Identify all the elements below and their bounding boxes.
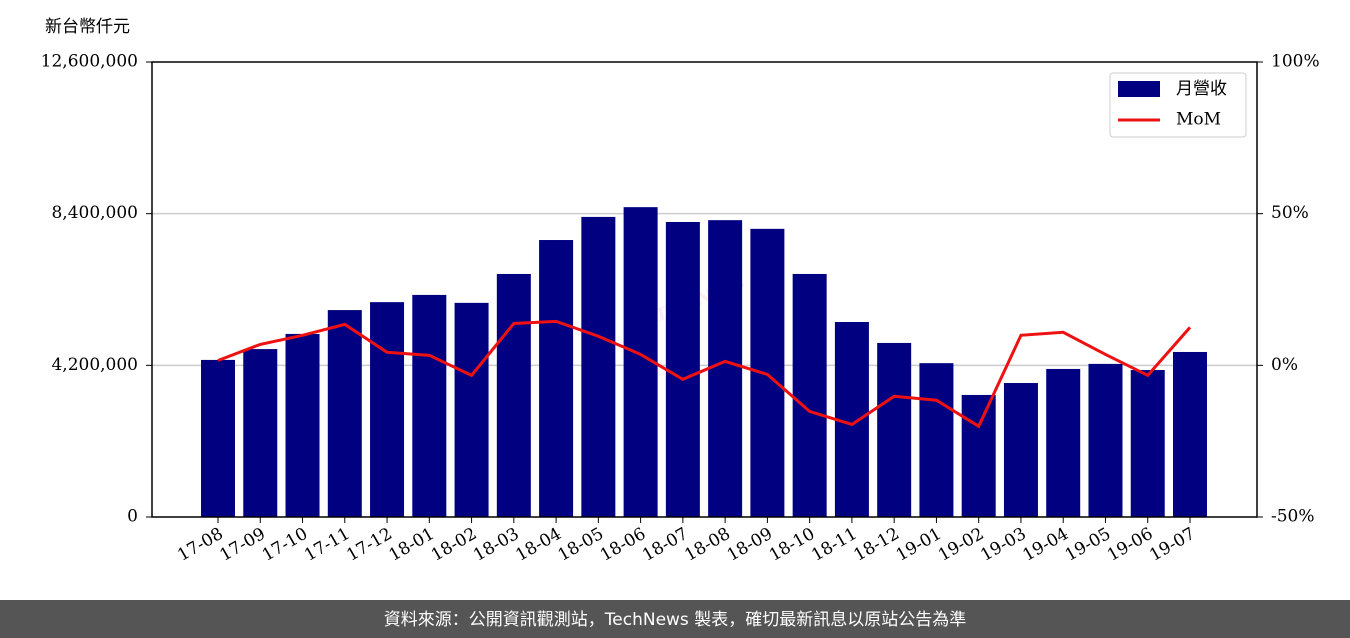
legend-swatch — [1118, 81, 1160, 97]
y-tick-label: 8,400,000 — [51, 203, 138, 223]
x-tick-label: 19-04 — [1020, 524, 1072, 566]
y2-tick-label: -50% — [1271, 507, 1315, 527]
x-tick-label: 19-07 — [1146, 524, 1198, 566]
bar — [708, 220, 743, 517]
x-tick-label: 19-06 — [1104, 524, 1156, 566]
bar — [877, 342, 912, 517]
x-tick-label: 17-10 — [259, 524, 311, 566]
x-tick-label: 18-05 — [555, 524, 607, 566]
y-tick-label: 12,600,000 — [41, 52, 138, 72]
x-tick-label: 17-09 — [217, 524, 269, 566]
y-tick-label: 0 — [127, 507, 138, 527]
bar — [327, 310, 362, 517]
bar — [1130, 370, 1165, 517]
x-tick-label: 18-10 — [766, 524, 818, 566]
y2-tick-label: 0% — [1271, 355, 1298, 375]
footer: 資料來源：公開資訊觀測站，TechNews 製表，確切最新訊息以原站公告為準 — [384, 610, 966, 630]
y2-tick-label: 50% — [1271, 203, 1309, 223]
x-tick-label: 18-06 — [597, 524, 649, 566]
bar — [539, 240, 574, 517]
bar — [243, 349, 278, 517]
x-tick-label: 18-02 — [428, 524, 480, 566]
bar — [581, 216, 616, 517]
bar — [412, 294, 447, 517]
x-tick-label: 19-05 — [1062, 524, 1114, 566]
bar — [665, 221, 700, 517]
bar — [792, 273, 827, 517]
bar — [961, 394, 996, 517]
y-axis-label: 新台幣仟元 — [45, 17, 130, 37]
y2-tick-label: 100% — [1271, 52, 1320, 72]
bar — [1088, 363, 1123, 517]
y-tick-label: 4,200,000 — [51, 355, 138, 375]
bar — [454, 302, 489, 517]
x-tick-label: 18-07 — [639, 524, 691, 566]
bar — [201, 359, 235, 517]
x-tick-label: 18-04 — [512, 524, 564, 566]
line — [217, 319, 1192, 429]
footer-bar — [0, 600, 1350, 638]
x-tick-label: 18-01 — [386, 524, 438, 566]
bar — [1046, 368, 1081, 517]
bar — [496, 273, 531, 517]
x-tick-label: 19-02 — [935, 524, 987, 566]
x-tick-label: 18-09 — [724, 524, 776, 566]
bar — [919, 363, 954, 517]
x-tick-label: 18-03 — [470, 524, 522, 566]
legend-label: 月營收 — [1176, 79, 1227, 99]
x-tick-label: 19-01 — [893, 524, 945, 566]
x-tick-label: 18-12 — [850, 524, 902, 566]
bar — [370, 302, 405, 517]
x-tick-label: 17-08 — [174, 524, 226, 566]
x-tick-label: 18-08 — [681, 524, 733, 566]
bar — [1003, 383, 1038, 517]
x-tick-label: 17-12 — [343, 524, 395, 566]
bar — [1173, 351, 1207, 517]
legend-label: MoM — [1176, 110, 1221, 130]
x-tick-label: 19-03 — [977, 524, 1029, 566]
x-tick-label: 18-11 — [808, 524, 860, 566]
bar — [285, 333, 320, 517]
plot-frame — [151, 61, 1258, 518]
x-tick-label: 17-11 — [301, 524, 353, 566]
